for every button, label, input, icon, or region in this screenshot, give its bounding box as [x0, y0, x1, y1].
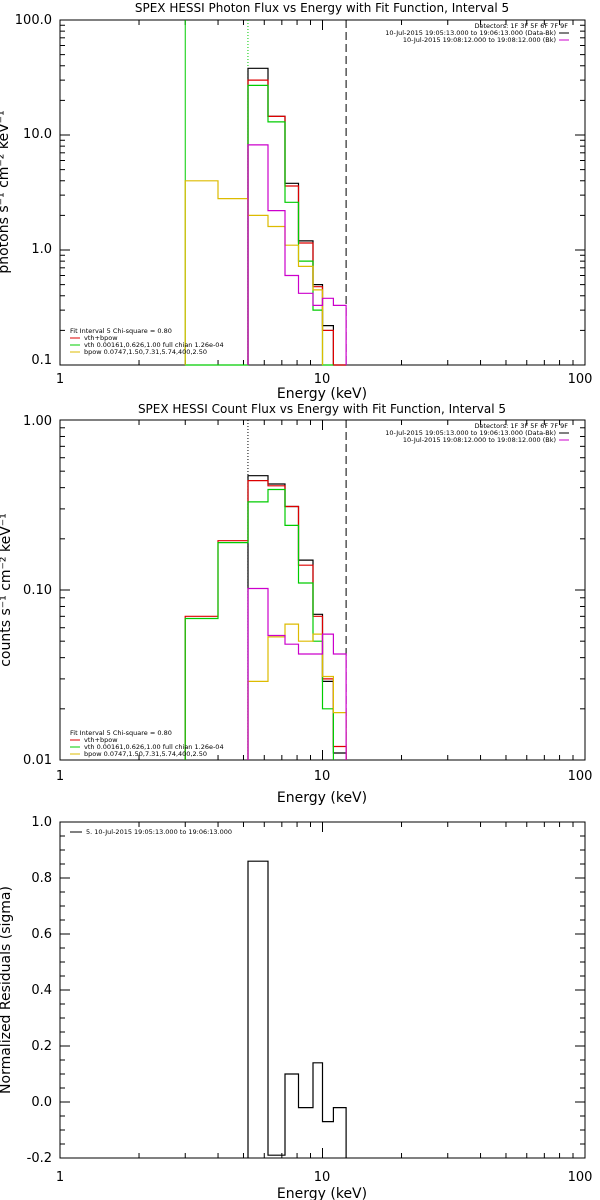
x-tick-label: 100 [568, 372, 593, 387]
series-vth-bpow [247, 79, 347, 366]
y-tick-label: 0.01 [23, 753, 52, 768]
x-tick-label: 10 [314, 372, 331, 387]
series-bk [247, 144, 347, 365]
series-data-bk [247, 475, 347, 760]
y-axis-label: counts s⁻¹ cm⁻² keV⁻¹ [0, 513, 14, 667]
y-tick-label: 0.10 [23, 583, 52, 598]
x-tick-label: 1 [56, 769, 64, 784]
x-tick-label: 10 [314, 1170, 331, 1185]
x-tick-label: 1 [56, 372, 64, 387]
y-tick-label: 0.0 [31, 1095, 52, 1110]
tick-marks [59, 821, 585, 1159]
x-tick-label: 10 [314, 769, 331, 784]
series-group [184, 475, 347, 760]
x-ticks: 1 10 100 [56, 1170, 593, 1185]
x-axis-label: Energy (keV) [277, 790, 367, 806]
series-bk [247, 587, 347, 760]
y-tick-label: 1.00 [23, 414, 52, 429]
photon-flux-chart: SPEX HESSI Photon Flux vs Energy with Fi… [0, 1, 592, 402]
series-vth [185, 84, 334, 366]
y-tick-label: 100.0 [15, 13, 52, 28]
y-tick-label: 1.0 [31, 815, 52, 830]
series-vth-bpow [184, 480, 347, 760]
y-ticks: 0.1 1.0 10.0 100.0 [15, 13, 52, 368]
fit-legend-entry: vth 0.00161,0.626,1.00 full chian 1.26e-… [84, 743, 224, 751]
detectors-label: Detectors: 1F 3F 5F 6F 7F 9F [474, 422, 568, 430]
fit-legend-entry: bpow 0.0747,1.50,7.31,5.74,400,2.50 [84, 750, 207, 758]
y-ticks: 0.01 0.10 1.00 [23, 414, 52, 768]
y-tick-label: 1.0 [31, 242, 52, 257]
x-tick-label: 1 [56, 1170, 64, 1185]
header-entry: 10-Jul-2015 19:08:12.000 to 19:08:12.000… [403, 436, 556, 444]
y-tick-label: 0.6 [31, 927, 52, 942]
header-entry: 10-Jul-2015 19:05:13.000 to 19:06:13.000… [385, 429, 556, 437]
chart-title: SPEX HESSI Photon Flux vs Energy with Fi… [135, 1, 509, 15]
y-tick-label: 0.8 [31, 871, 52, 886]
header-legend: Detectors: 1F 3F 5F 6F 7F 9F 10-Jul-2015… [385, 422, 569, 444]
fit-legend-heading: Fit Interval 5 Chi-square = 0.80 [70, 327, 172, 335]
fit-legend-heading: Fit Interval 5 Chi-square = 0.80 [70, 729, 172, 737]
detectors-label: Detectors: 1F 3F 5F 6F 7F 9F [474, 22, 568, 30]
y-tick-label: 0.4 [31, 983, 52, 998]
residuals-chart: Energy (keV) Normalized Residuals (sigma… [0, 815, 592, 1200]
y-axis-label: Normalized Residuals (sigma) [0, 886, 14, 1094]
chart-title: SPEX HESSI Count Flux vs Energy with Fit… [138, 402, 506, 416]
count-flux-chart: SPEX HESSI Count Flux vs Energy with Fit… [0, 402, 592, 806]
series-group [247, 860, 347, 1158]
series-data-bk [247, 67, 347, 366]
tick-marks [59, 19, 585, 366]
fit-legend-entry: vth+bpow [84, 334, 118, 342]
header-legend: Detectors: 1F 3F 5F 6F 7F 9F 10-Jul-2015… [385, 22, 569, 44]
x-tick-label: 100 [568, 1170, 593, 1185]
series-group [184, 67, 347, 366]
x-tick-label: 100 [568, 769, 593, 784]
series-vth [184, 488, 334, 760]
header-entry: 10-Jul-2015 19:05:13.000 to 19:06:13.000… [385, 29, 556, 37]
fit-legend-entry: bpow 0.0747,1.50,7.31,5.74,400,2.50 [84, 348, 207, 356]
series-residuals [247, 860, 347, 1158]
x-ticks: 1 10 100 [56, 769, 593, 784]
residual-legend-text: 5. 10-Jul-2015 19:05:13.000 to 19:06:13.… [86, 828, 232, 836]
y-tick-label: -0.2 [27, 1151, 52, 1166]
series-bpow [184, 180, 324, 365]
series-bpow [247, 623, 347, 760]
fit-legend-entry: vth+bpow [84, 736, 118, 744]
header-entry: 10-Jul-2015 19:08:12.000 to 19:08:12.000… [403, 36, 556, 44]
y-ticks: -0.2 0.0 0.2 0.4 0.6 0.8 1.0 [27, 815, 52, 1166]
y-tick-label: 0.2 [31, 1039, 52, 1054]
y-axis-label: photons s⁻¹ cm⁻² keV⁻¹ [0, 110, 12, 273]
fit-legend: Fit Interval 5 Chi-square = 0.80 vth+bpo… [70, 327, 224, 356]
x-axis-label: Energy (keV) [277, 386, 367, 402]
x-ticks: 1 10 100 [56, 372, 593, 387]
x-axis-label: Energy (keV) [277, 1186, 367, 1200]
tick-marks [59, 419, 585, 761]
fit-legend: Fit Interval 5 Chi-square = 0.80 vth+bpo… [70, 729, 224, 758]
residual-legend: 5. 10-Jul-2015 19:05:13.000 to 19:06:13.… [70, 828, 232, 836]
y-tick-label: 0.1 [31, 353, 52, 368]
y-tick-label: 10.0 [23, 127, 52, 142]
fit-legend-entry: vth 0.00161,0.626,1.00 full chian 1.26e-… [84, 341, 224, 349]
